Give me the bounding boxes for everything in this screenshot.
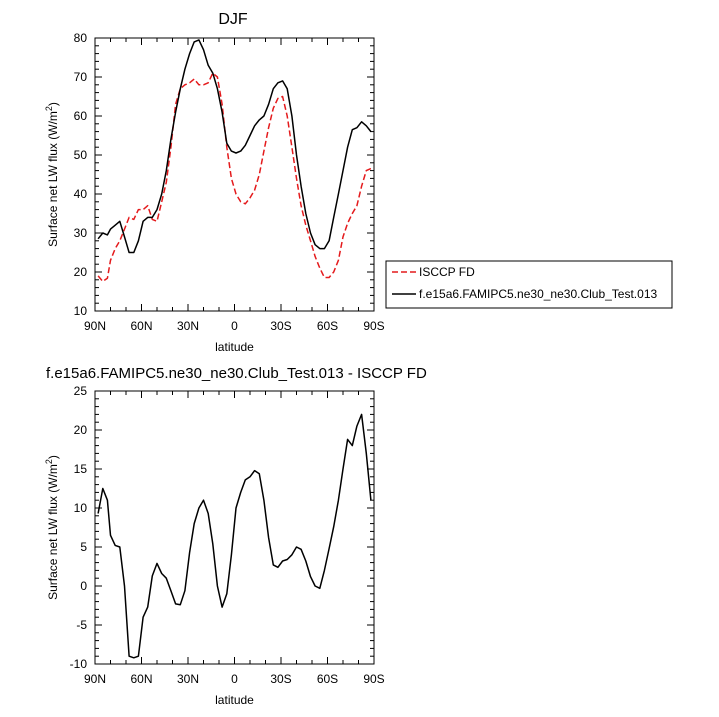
x-tick-label: 60N [130, 319, 152, 333]
y-tick-label: 40 [74, 187, 88, 201]
y-tick-label: 5 [80, 540, 87, 554]
y-tick-label: 10 [74, 304, 88, 318]
series-line-0 [97, 72, 372, 283]
chart-title: DJF [218, 11, 248, 28]
series-line-1 [97, 39, 372, 254]
x-axis-label: latitude [215, 340, 254, 354]
x-tick-label: 60S [317, 672, 338, 686]
x-tick-label: 90S [363, 672, 384, 686]
legend-label-1: f.e15a6.FAMIPC5.ne30_ne30.Club_Test.013 [419, 287, 657, 301]
x-tick-label: 30N [177, 319, 199, 333]
legend-label-0: ISCCP FD [419, 265, 475, 279]
x-tick-label: 30S [270, 319, 291, 333]
series-line-0 [97, 413, 372, 659]
legend-box [385, 260, 673, 309]
y-tick-label: 80 [74, 31, 88, 45]
x-tick-label: 30N [177, 672, 199, 686]
y-tick-label: 70 [74, 70, 88, 84]
y-tick-label: 20 [74, 423, 88, 437]
y-tick-label: 20 [74, 265, 88, 279]
y-tick-label: 50 [74, 148, 88, 162]
y-tick-label: 0 [80, 579, 87, 593]
y-axis-label: Surface net LW flux (W/m2) [44, 455, 60, 600]
x-tick-label: 60S [317, 319, 338, 333]
y-tick-label: -5 [76, 618, 87, 632]
legend: ISCCP FD f.e15a6.FAMIPC5.ne30_ne30.Club_T… [385, 260, 673, 309]
y-tick-label: 15 [74, 462, 88, 476]
x-tick-label: 90N [84, 319, 106, 333]
x-axis-label: latitude [215, 693, 254, 707]
bottom-panel-difference: f.e15a6.FAMIPC5.ne30_ne30.Club_Test.013 … [44, 365, 427, 707]
top-panel-djf: DJF 90N 60N 30N 0 30S 60S 90S 10 20 30 40 50 60 70 80 la… [44, 11, 673, 354]
y-tick-label: -10 [70, 657, 88, 671]
y-tick-label: 30 [74, 226, 88, 240]
x-tick-label: 90S [363, 319, 384, 333]
y-axis-label: Surface net LW flux (W/m2) [44, 102, 60, 247]
x-tick-label: 30S [270, 672, 291, 686]
x-tick-label: 60N [130, 672, 152, 686]
plot-frame [94, 37, 375, 312]
y-tick-label: 10 [74, 501, 88, 515]
y-tick-label: 25 [74, 384, 88, 398]
x-tick-label: 90N [84, 672, 106, 686]
x-tick-label: 0 [231, 319, 238, 333]
x-tick-label: 0 [231, 672, 238, 686]
y-tick-label: 60 [74, 109, 88, 123]
chart-title: f.e15a6.FAMIPC5.ne30_ne30.Club_Test.013 … [46, 365, 427, 382]
